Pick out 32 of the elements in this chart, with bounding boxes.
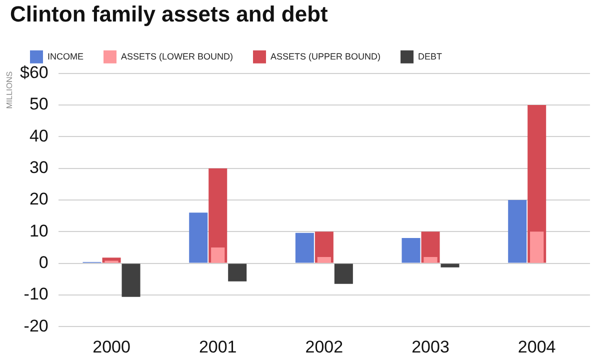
y-tick-label: 0 bbox=[38, 252, 48, 272]
y-axis-title: MILLIONS bbox=[5, 71, 14, 109]
bar bbox=[189, 212, 208, 263]
y-tick-label: -10 bbox=[24, 284, 48, 304]
bar bbox=[228, 264, 247, 282]
x-tick-label: 2000 bbox=[92, 337, 130, 356]
x-tick-label: 2001 bbox=[198, 337, 237, 356]
bar bbox=[424, 256, 438, 263]
y-tick-label: 50 bbox=[29, 94, 48, 114]
y-tick-label: 40 bbox=[29, 126, 48, 146]
bar bbox=[530, 232, 544, 263]
x-tick-label: 2002 bbox=[305, 337, 344, 356]
x-tick-label: 2003 bbox=[412, 337, 450, 356]
y-tick-label: $60 bbox=[20, 63, 48, 82]
bar bbox=[295, 232, 314, 263]
legend-label: DEBT bbox=[418, 51, 443, 62]
chart-title: Clinton family assets and debt bbox=[10, 1, 329, 26]
x-tick-label: 2004 bbox=[518, 337, 556, 356]
legend-label: ASSETS (UPPER BOUND) bbox=[270, 51, 381, 62]
y-tick-label: 10 bbox=[29, 221, 48, 240]
bar bbox=[211, 247, 225, 263]
y-tick-label: 30 bbox=[29, 158, 48, 178]
bar bbox=[402, 238, 420, 263]
y-tick-label: 20 bbox=[29, 190, 48, 209]
legend-label: INCOME bbox=[48, 51, 84, 62]
legend-label: ASSETS (LOWER BOUND) bbox=[121, 51, 234, 62]
bar bbox=[317, 256, 332, 263]
bar bbox=[440, 264, 460, 268]
bar bbox=[122, 264, 140, 297]
bar bbox=[334, 264, 353, 284]
y-tick-label: -20 bbox=[24, 316, 48, 336]
bar bbox=[508, 200, 527, 263]
